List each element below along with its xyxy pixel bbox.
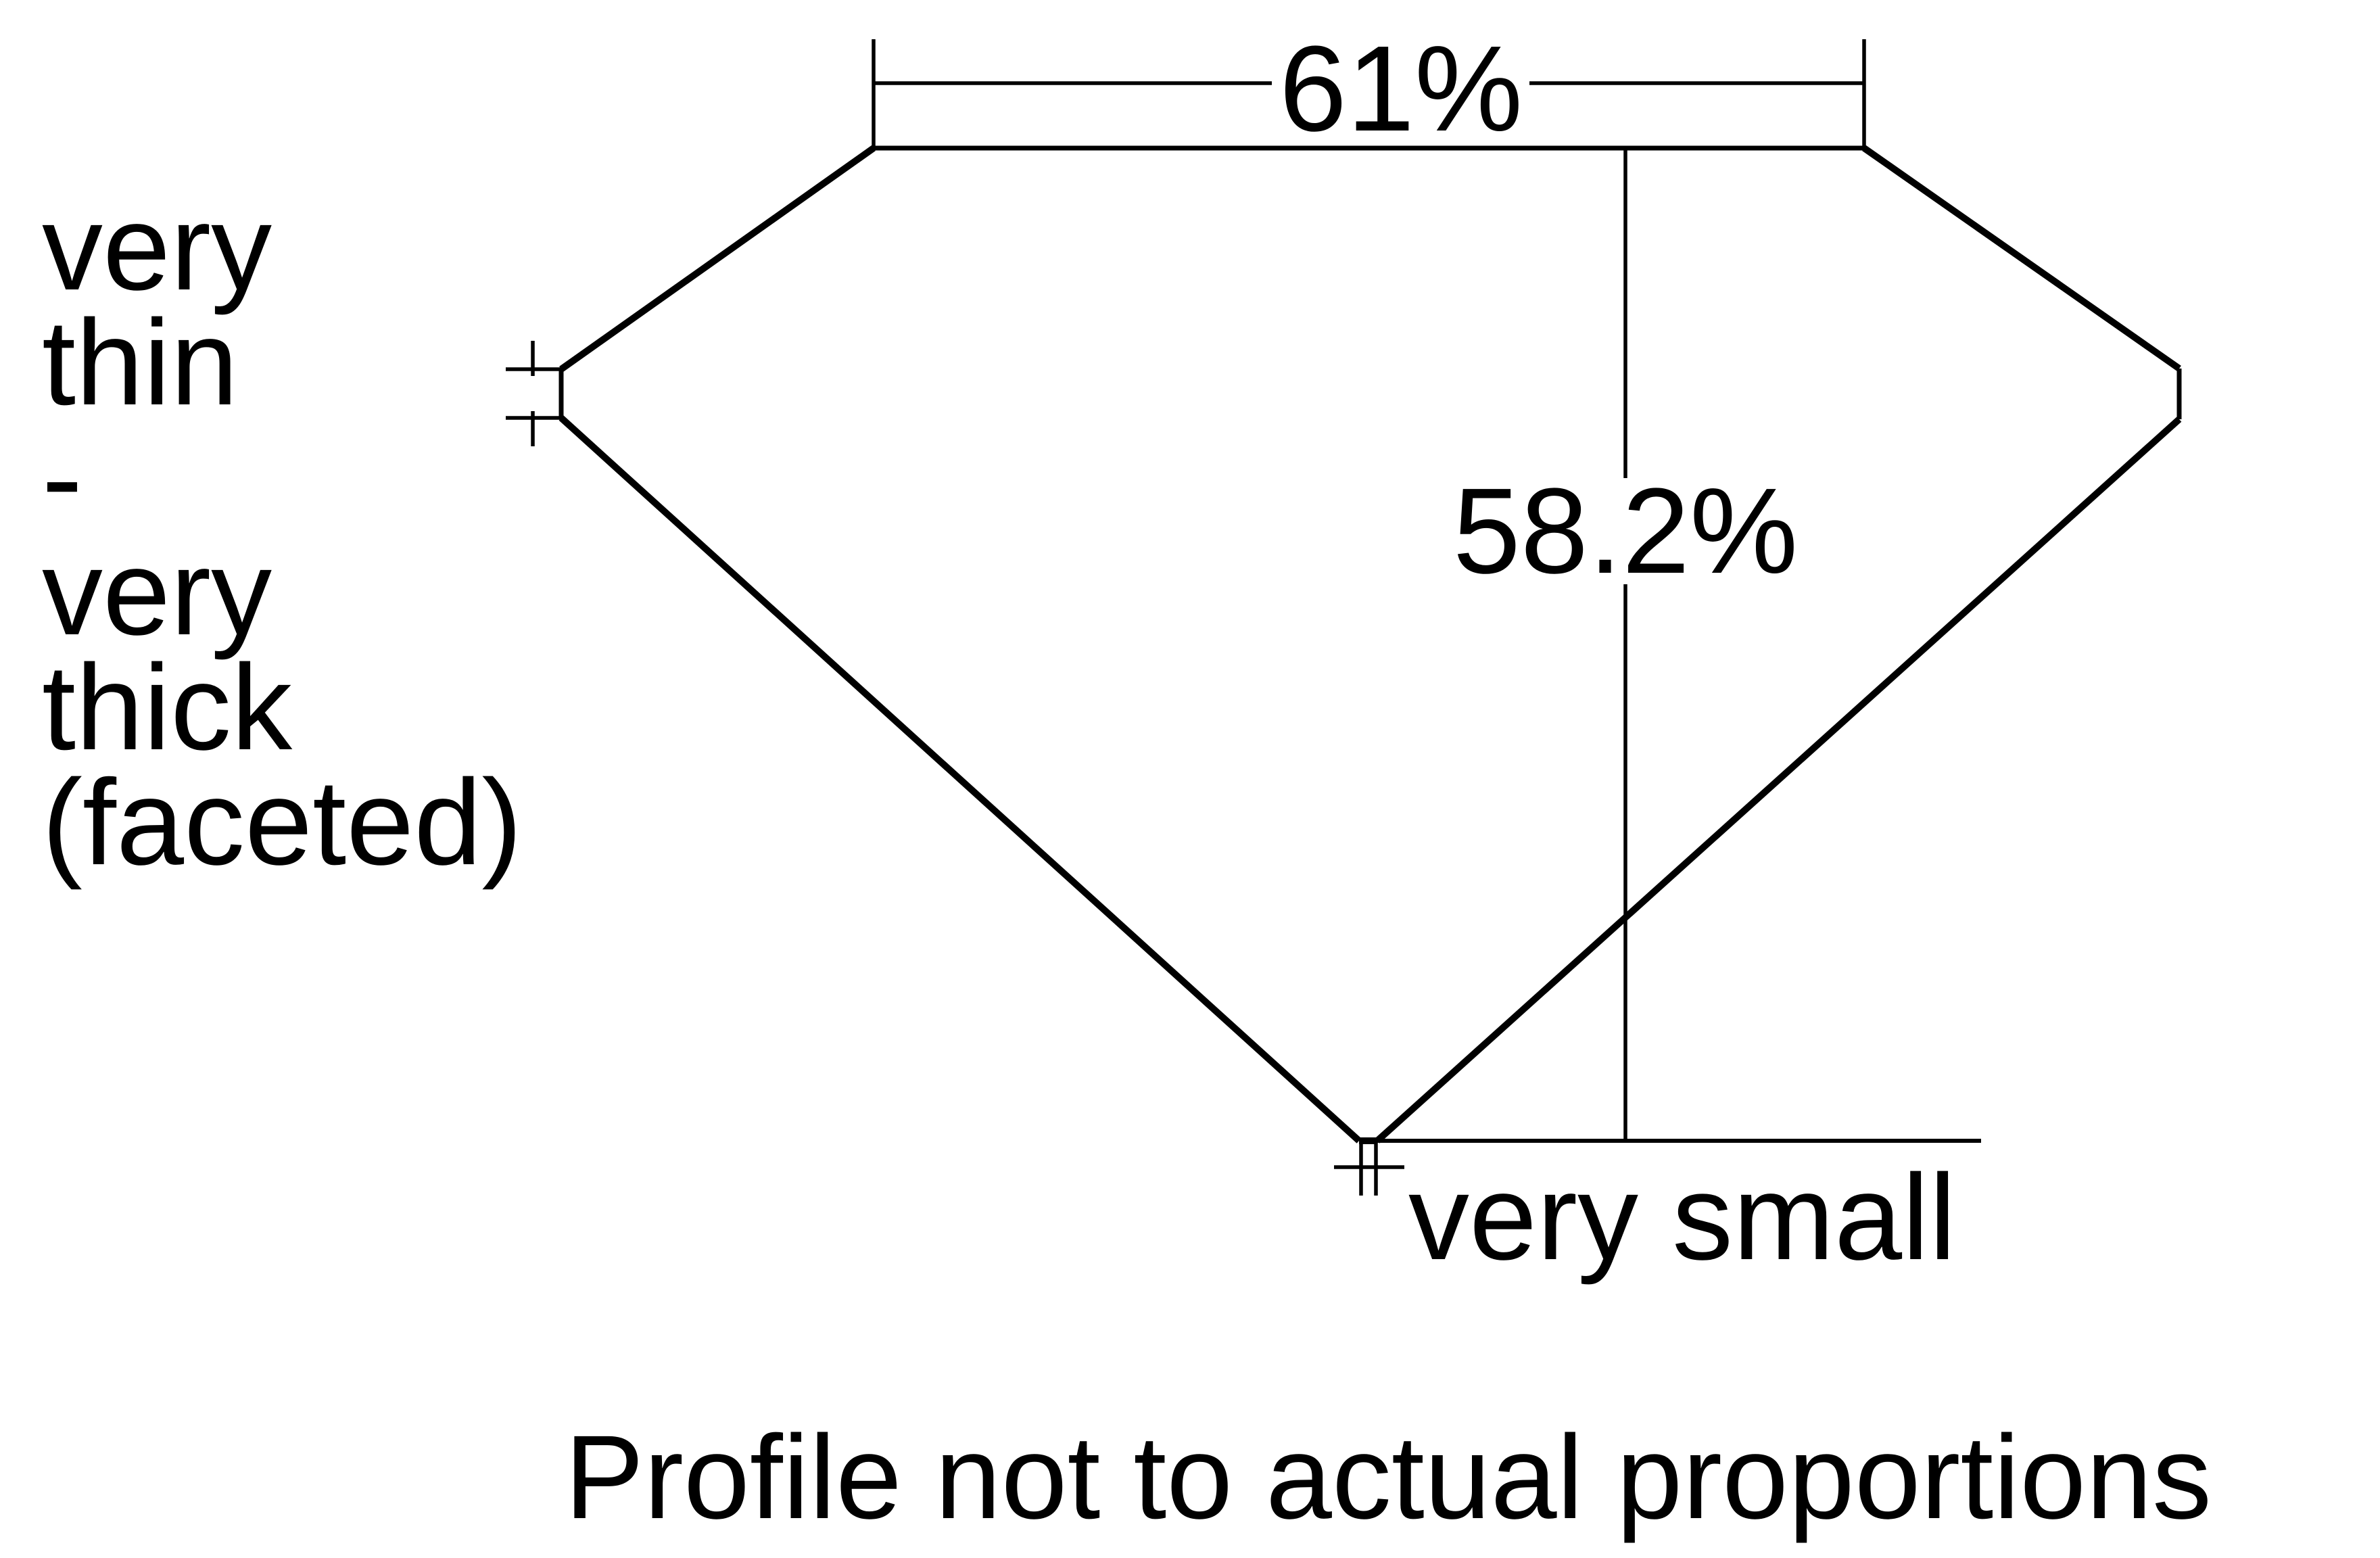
culet-size-label: very small bbox=[1408, 1150, 1956, 1285]
pavilion-facet-left-line bbox=[558, 415, 1362, 1143]
profile-caption: Profile not to actual proportions bbox=[565, 1411, 2212, 1544]
culet-size-ticks bbox=[1334, 1141, 1404, 1196]
crown-facet-right-line bbox=[1862, 145, 2181, 372]
crown-facet-left-line bbox=[559, 145, 876, 373]
girdle-label-line-3: - bbox=[42, 410, 82, 546]
girdle-label-line-6: (faceted) bbox=[42, 755, 522, 891]
girdle-label-line-1: very bbox=[42, 180, 272, 316]
table-width-label: 61% bbox=[1279, 21, 1523, 157]
girdle-label-line-4: very bbox=[42, 525, 272, 661]
diamond-outline bbox=[558, 145, 2182, 1144]
pavilion-facet-right-line bbox=[1375, 417, 2182, 1143]
girdle-label-line-5: thick bbox=[42, 640, 293, 776]
girdle-thickness-label: very thin - very thick (faceted) bbox=[42, 180, 522, 891]
depth-percent-label: 58.2% bbox=[1453, 463, 1798, 599]
girdle-label-line-2: thin bbox=[42, 295, 238, 431]
table-width-dimension bbox=[872, 39, 1866, 148]
girdle-thickness-ticks bbox=[506, 341, 561, 446]
